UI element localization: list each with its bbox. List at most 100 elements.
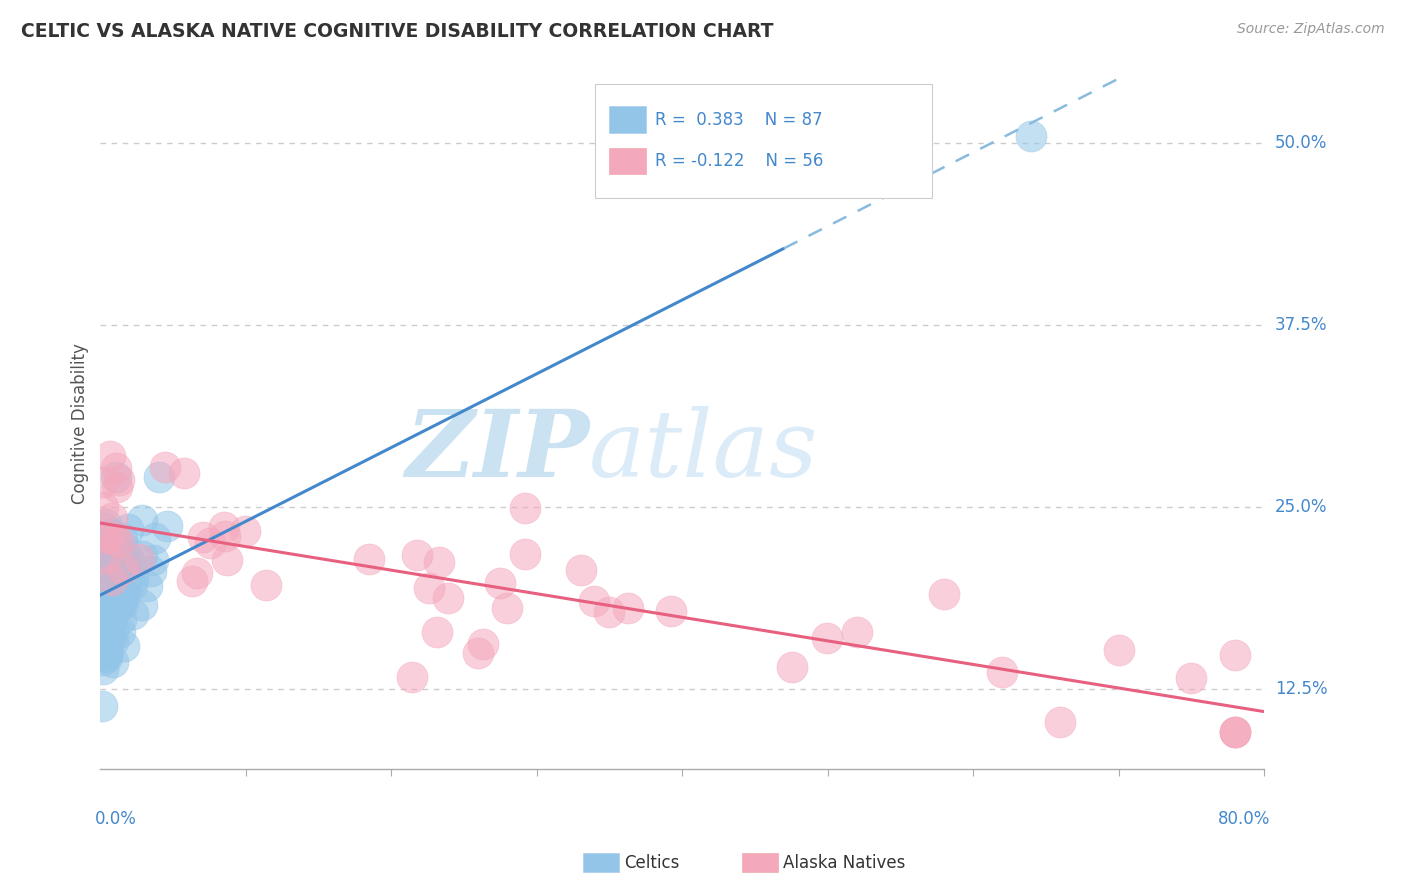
Point <box>100 566 122 580</box>
Point <box>100 614 122 628</box>
Point <box>98 530 121 544</box>
Point <box>139 564 162 578</box>
Text: CELTIC VS ALASKA NATIVE COGNITIVE DISABILITY CORRELATION CHART: CELTIC VS ALASKA NATIVE COGNITIVE DISABI… <box>21 22 773 41</box>
Text: 80.0%: 80.0% <box>1218 810 1270 828</box>
Point <box>97 546 120 560</box>
Point <box>617 600 640 615</box>
Point <box>93 566 115 580</box>
Point <box>96 517 118 532</box>
Point <box>91 531 114 545</box>
Point <box>100 511 122 525</box>
Point <box>173 466 195 480</box>
Point <box>515 547 537 561</box>
Point <box>117 523 139 537</box>
Point <box>100 547 122 561</box>
Text: R =  0.383    N = 87: R = 0.383 N = 87 <box>655 111 823 128</box>
Point <box>101 567 124 582</box>
Text: Celtics: Celtics <box>624 854 679 871</box>
Point <box>495 601 517 615</box>
Point <box>97 536 120 550</box>
Point <box>96 647 118 661</box>
Point <box>100 449 122 463</box>
Point <box>1180 671 1202 685</box>
Point <box>815 631 838 645</box>
Point <box>100 568 122 582</box>
Point <box>217 553 239 567</box>
Point <box>569 563 592 577</box>
Point <box>110 599 132 613</box>
Point <box>153 460 176 475</box>
Point <box>98 613 121 627</box>
Point <box>115 554 138 568</box>
Point <box>418 582 440 596</box>
Point <box>932 587 955 601</box>
Point <box>991 665 1014 680</box>
Point <box>214 519 236 533</box>
Point <box>103 633 125 648</box>
Point <box>1019 128 1042 143</box>
Point <box>111 546 134 560</box>
Point <box>122 571 145 585</box>
Point <box>131 513 153 527</box>
Point <box>427 555 450 569</box>
Point <box>104 461 127 475</box>
Point <box>90 653 112 667</box>
Point <box>97 591 120 605</box>
Point <box>254 578 277 592</box>
Point <box>94 531 117 545</box>
Point <box>90 611 112 625</box>
Point <box>91 590 114 604</box>
Point <box>780 660 803 674</box>
Point <box>101 571 124 585</box>
Point <box>513 501 536 516</box>
Point <box>111 596 134 610</box>
Point <box>489 575 512 590</box>
Point <box>1223 725 1246 739</box>
Point <box>131 598 153 612</box>
Point <box>94 626 117 640</box>
Point <box>112 561 135 575</box>
Point <box>96 649 118 664</box>
Point <box>101 527 124 541</box>
Point <box>98 527 121 541</box>
Point <box>96 644 118 658</box>
Point <box>94 550 117 565</box>
Point <box>131 549 153 564</box>
Point <box>659 605 682 619</box>
FancyBboxPatch shape <box>609 148 647 174</box>
Point <box>107 540 129 554</box>
Point <box>93 540 115 554</box>
Point <box>90 623 112 637</box>
Point <box>110 612 132 626</box>
Point <box>108 473 131 487</box>
Point <box>104 533 127 547</box>
Point <box>91 662 114 676</box>
Point <box>142 553 165 567</box>
Point <box>100 608 122 623</box>
Point <box>112 558 135 573</box>
FancyBboxPatch shape <box>595 85 932 198</box>
Point <box>94 576 117 591</box>
Point <box>105 577 128 591</box>
Point <box>103 655 125 669</box>
Point <box>91 475 114 490</box>
Point <box>108 597 131 611</box>
Point <box>104 551 127 566</box>
Point <box>97 632 120 647</box>
Point <box>115 576 138 591</box>
Point <box>467 646 489 660</box>
Point <box>128 552 150 566</box>
Point <box>214 529 236 543</box>
Point <box>426 624 449 639</box>
Point <box>98 567 121 582</box>
Point <box>1223 725 1246 739</box>
Point <box>121 578 143 592</box>
Point <box>582 594 605 608</box>
Point <box>148 470 170 484</box>
Point <box>101 602 124 616</box>
Point <box>111 531 134 545</box>
Point <box>103 623 125 637</box>
Point <box>91 566 114 581</box>
Text: 37.5%: 37.5% <box>1275 316 1327 334</box>
Point <box>401 670 423 684</box>
